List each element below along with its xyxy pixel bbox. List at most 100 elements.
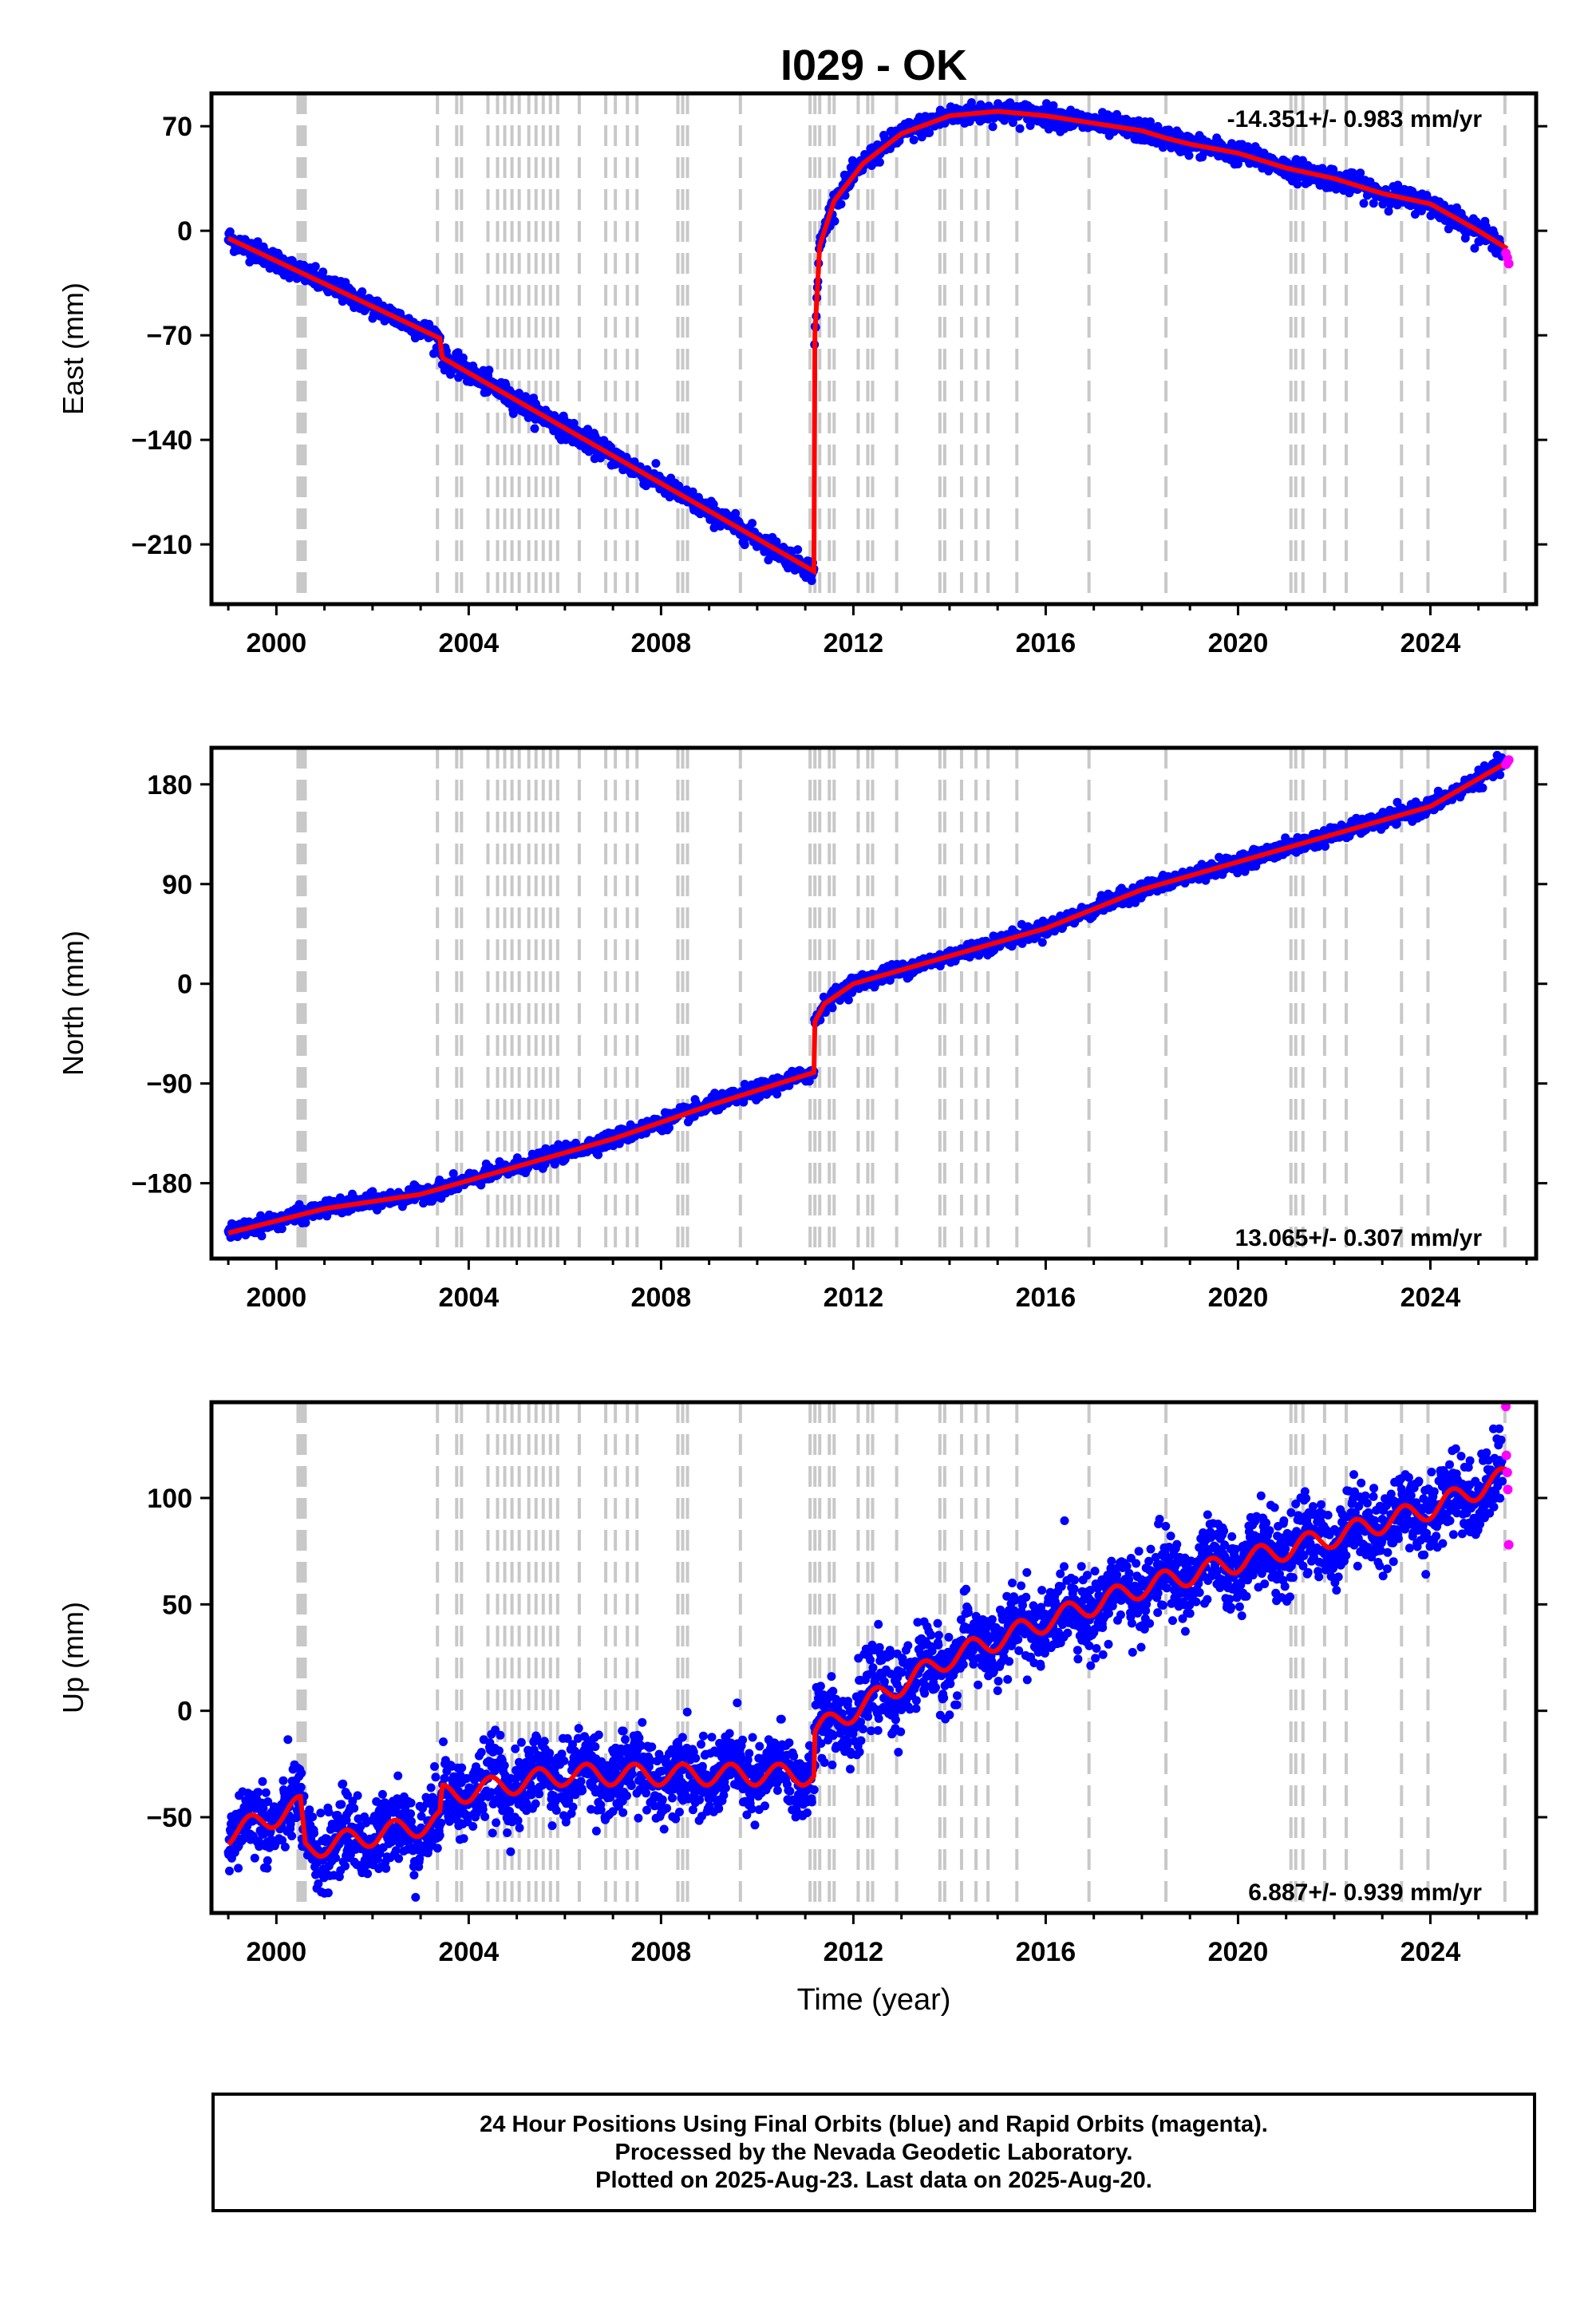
data-point [234,1863,243,1873]
data-point [1112,109,1122,119]
y-tick-label: −180 [131,1169,192,1199]
y-tick-label: 0 [177,216,192,247]
data-point [530,424,539,433]
data-point [1369,199,1378,208]
y-tick-label: −140 [131,425,192,456]
data-point [1478,783,1487,792]
x-tick-label: 2024 [1400,1282,1461,1313]
data-point [263,1856,272,1865]
data-point [296,1782,306,1792]
data-point [257,1231,267,1241]
data-point [710,1089,720,1098]
data-point [875,157,884,167]
model-line [227,109,1509,576]
x-tick-label: 2004 [439,628,500,658]
data-point [807,576,816,586]
data-point [358,287,367,296]
y-tick-label: 180 [147,770,192,800]
rapid-orbit-point [1503,755,1514,765]
data-point [277,1224,286,1234]
equipment-change-lines [296,748,1507,1259]
data-point [1037,938,1047,947]
data-point [287,1832,297,1840]
data-point [651,459,661,468]
data-point [448,1169,458,1178]
data-point [368,1187,377,1196]
data-point [1184,151,1194,160]
y-tick-label: −210 [131,530,192,560]
y-axis-label: East (mm) [57,283,89,415]
data-point [1495,770,1505,780]
data-point [740,540,749,550]
data-point [793,545,803,555]
x-tick-label: 2012 [824,628,884,658]
final-orbit-points [223,1424,1507,1902]
rapid-orbit-points [1501,755,1514,769]
data-point [709,500,718,509]
data-point [280,1842,290,1852]
equipment-change-lines [296,93,1507,604]
data-point [1044,124,1053,134]
data-point [1293,180,1302,189]
data-point [308,1812,318,1822]
x-tick-label: 2000 [247,628,307,658]
chart-title: I029 - OK [780,41,967,89]
data-point [484,366,494,375]
data-point [1146,117,1155,126]
data-point [310,262,320,271]
x-tick-label: 2020 [1208,1282,1269,1313]
x-tick-label: 2020 [1208,628,1269,658]
y-axis-label: North (mm) [57,931,89,1076]
rapid-orbit-point [1503,259,1514,269]
rate-annotation: 13.065+/- 0.307 mm/yr [1235,1225,1483,1251]
data-point [830,216,839,226]
data-point [254,1788,263,1797]
x-tick-label: 2016 [1016,628,1077,658]
data-point [748,519,757,528]
x-tick-label: 2012 [824,1282,884,1313]
plot-area [223,748,1514,1259]
x-tick-label: 2024 [1400,628,1461,658]
x-tick-label: 2016 [1016,1282,1077,1313]
data-point [279,1776,288,1785]
data-point [263,1863,272,1873]
data-point [1049,101,1058,110]
data-point [258,1777,267,1786]
data-point [966,98,976,107]
data-point [1348,168,1357,178]
x-tick-label: 2000 [247,1282,307,1313]
data-point [665,1123,674,1132]
y-tick-label: −90 [146,1069,192,1100]
y-tick-label: 0 [177,970,192,1000]
rate-annotation: -14.351+/- 0.983 mm/yr [1227,106,1483,132]
final-orbit-points [223,750,1507,1242]
data-point [297,1769,306,1778]
y-tick-label: 70 [162,112,192,142]
y-tick-label: 90 [162,870,192,900]
data-point [1470,243,1479,253]
data-point [1393,180,1403,190]
y-tick-label: −70 [146,321,192,351]
data-point [909,135,918,144]
plot-frame [209,745,1539,1261]
data-point [1356,168,1365,178]
rapid-orbit-points [1501,248,1514,269]
model-line [227,760,1509,1236]
data-point [836,200,846,209]
data-point [508,409,518,418]
plot-frame [209,91,1539,607]
data-point [1384,207,1393,216]
data-point [250,1853,259,1863]
data-point [594,1150,603,1160]
data-point [225,1866,234,1875]
x-tick-label: 2004 [439,1282,500,1313]
data-point [261,1788,271,1797]
data-point [1321,842,1330,851]
plot-area [223,1402,1514,1913]
data-point [318,267,328,277]
data-point [283,1735,293,1745]
data-point [1008,118,1017,128]
data-point [1392,819,1401,828]
